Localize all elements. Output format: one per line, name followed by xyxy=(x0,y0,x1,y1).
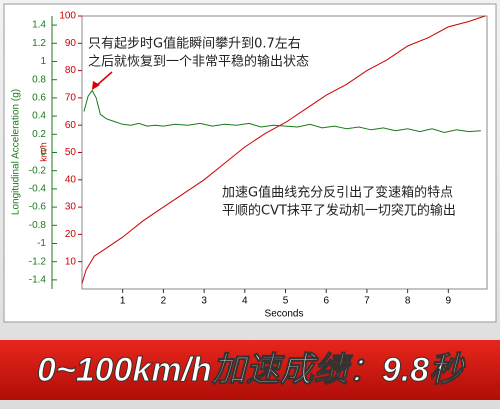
annotation: 只有起步时G值能瞬间攀升到0.7左右 xyxy=(88,36,301,52)
y2-tick-label: 60 xyxy=(65,120,77,131)
x-tick-label: 8 xyxy=(405,296,411,307)
series-line xyxy=(81,15,486,284)
y-tick-label: -0.4 xyxy=(29,184,47,195)
plot-area xyxy=(81,15,488,290)
y2-tick-label: 50 xyxy=(65,147,77,158)
y-tick-label: 0.8 xyxy=(32,74,46,85)
x-tick-label: 6 xyxy=(323,296,329,307)
x-tick-label: 5 xyxy=(283,296,289,307)
y-tick-label: 1 xyxy=(40,56,46,67)
banner xyxy=(0,340,500,400)
annotation-arrow xyxy=(95,71,113,87)
y-tick-label: -1.4 xyxy=(29,275,47,286)
annotation-arrowhead xyxy=(92,81,100,90)
x-tick-label: 9 xyxy=(446,296,452,307)
y-tick-label: 1.2 xyxy=(32,38,46,49)
y-tick-label: -0.2 xyxy=(29,165,47,176)
y-tick-label: 0 xyxy=(40,147,46,158)
x-axis-label: Seconds xyxy=(265,309,304,320)
annotation: 之后就恢复到一个非常平稳的输出状态 xyxy=(88,54,309,70)
x-tick-label: 4 xyxy=(242,296,248,307)
y-tick-label: -0.8 xyxy=(29,220,47,231)
series-line xyxy=(83,89,481,134)
x-tick-label: 7 xyxy=(364,296,370,307)
y2-axis-label: km/h xyxy=(38,142,48,162)
y2-tick-label: 80 xyxy=(65,65,77,76)
x-tick-label: 1 xyxy=(120,296,126,307)
x-tick-label: 3 xyxy=(201,296,207,307)
y2-tick-label: 70 xyxy=(65,93,77,104)
y2-tick-label: 20 xyxy=(65,229,77,240)
y2-tick-label: 10 xyxy=(65,256,77,267)
y2-tick-label: 100 xyxy=(59,11,76,22)
y-tick-label: 0.2 xyxy=(32,129,46,140)
y-tick-label: -0.6 xyxy=(29,202,47,213)
y-tick-label: 0.4 xyxy=(32,111,46,122)
y-tick-label: 0.6 xyxy=(32,93,46,104)
y-tick-label: 1.4 xyxy=(32,20,46,31)
y-tick-label: -1.2 xyxy=(29,256,47,267)
x-tick-label: 2 xyxy=(161,296,167,307)
annotation: 平顺的CVT抹平了发动机一切突兀的输出 xyxy=(222,203,456,219)
y2-tick-label: 30 xyxy=(65,202,77,213)
y-tick-label: -1 xyxy=(37,238,46,249)
y-axis-label: Longitudinal Acceleration (g) xyxy=(11,89,22,215)
annotation: 加速G值曲线充分反引出了变速箱的特点 xyxy=(222,185,453,201)
y2-tick-label: 90 xyxy=(65,38,77,49)
y2-tick-label: 40 xyxy=(65,174,77,185)
banner-text: 0~100km/h加速成绩：9.8秒 xyxy=(37,351,466,389)
